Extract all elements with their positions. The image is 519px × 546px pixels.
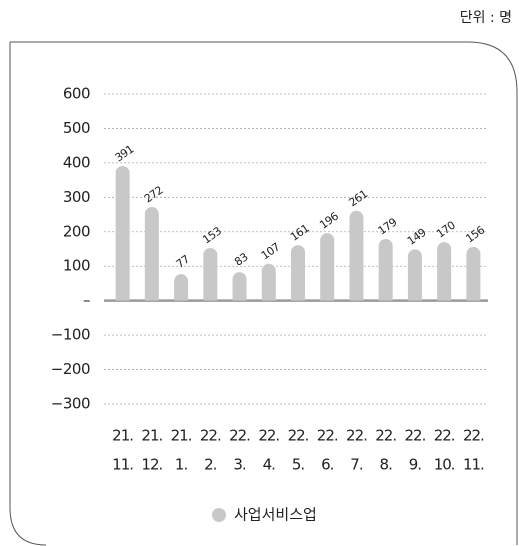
- y-tick-label: −300: [51, 395, 90, 413]
- x-tick-label: 4.: [263, 456, 276, 474]
- y-tick-label: −200: [51, 360, 90, 378]
- x-tick-label: 1.: [175, 456, 188, 474]
- value-label: 272: [142, 184, 165, 206]
- bar: [349, 210, 364, 301]
- x-tick-label: 21.: [112, 427, 133, 445]
- y-tick-label: 400: [63, 153, 90, 171]
- bar: [378, 239, 393, 301]
- x-tick-label: 21.: [171, 427, 192, 445]
- x-tick-label: 22.: [200, 427, 221, 445]
- bar: [174, 274, 189, 301]
- x-tick-label: 22.: [375, 427, 396, 445]
- x-tick-label: 11.: [463, 456, 484, 474]
- y-tick-label: –: [83, 291, 90, 309]
- bar: [407, 249, 422, 301]
- value-label: 77: [174, 252, 193, 270]
- x-tick-label: 22.: [288, 427, 309, 445]
- value-label: 153: [200, 224, 224, 246]
- value-label: 107: [259, 240, 283, 262]
- x-tick-label: 3.: [233, 456, 246, 474]
- bar: [291, 245, 305, 301]
- legend-marker: [212, 508, 226, 522]
- y-tick-label: 600: [63, 85, 90, 103]
- y-tick-label: 300: [63, 188, 90, 206]
- y-tick-label: 200: [63, 222, 90, 240]
- y-tick-label: 100: [63, 257, 90, 275]
- bar: [320, 233, 335, 301]
- value-label: 161: [288, 222, 311, 244]
- x-tick-label: 5.: [292, 456, 305, 474]
- x-tick-label: 22.: [317, 427, 338, 445]
- x-tick-label: 22.: [346, 427, 367, 445]
- x-tick-label: 10.: [434, 456, 455, 474]
- value-label: 83: [232, 250, 251, 268]
- frame: [9, 41, 518, 546]
- y-tick-label: −100: [51, 326, 90, 344]
- value-label: 156: [463, 223, 487, 245]
- x-tick-label: 22.: [404, 427, 425, 445]
- x-tick-label: 7.: [350, 456, 363, 474]
- bar: [437, 242, 452, 301]
- x-tick-label: 21.: [141, 427, 162, 445]
- value-label: 196: [317, 210, 341, 232]
- x-tick-label: 22.: [229, 427, 250, 445]
- value-label: 149: [405, 226, 429, 248]
- x-tick-label: 22.: [463, 427, 484, 445]
- value-label: 261: [346, 187, 369, 209]
- x-tick-label: 22.: [434, 427, 455, 445]
- legend-label: 사업서비스업: [234, 506, 317, 524]
- value-label: 179: [376, 215, 400, 237]
- x-tick-label: 12.: [141, 456, 162, 474]
- bar: [232, 272, 247, 301]
- y-tick-label: 500: [63, 119, 90, 137]
- bar: [466, 246, 481, 301]
- bar: [261, 263, 276, 301]
- bar: [144, 206, 159, 301]
- bar: [203, 247, 218, 301]
- unit-label: 단위 : 명: [460, 10, 512, 26]
- value-label: 170: [434, 218, 458, 240]
- value-label: 391: [113, 143, 136, 165]
- x-tick-label: 6.: [321, 456, 334, 474]
- x-tick-label: 22.: [258, 427, 279, 445]
- x-tick-label: 2.: [204, 456, 217, 474]
- x-tick-label: 8.: [380, 456, 393, 474]
- bar: [115, 165, 130, 301]
- x-tick-label: 9.: [409, 456, 422, 474]
- x-tick-label: 11.: [112, 456, 133, 474]
